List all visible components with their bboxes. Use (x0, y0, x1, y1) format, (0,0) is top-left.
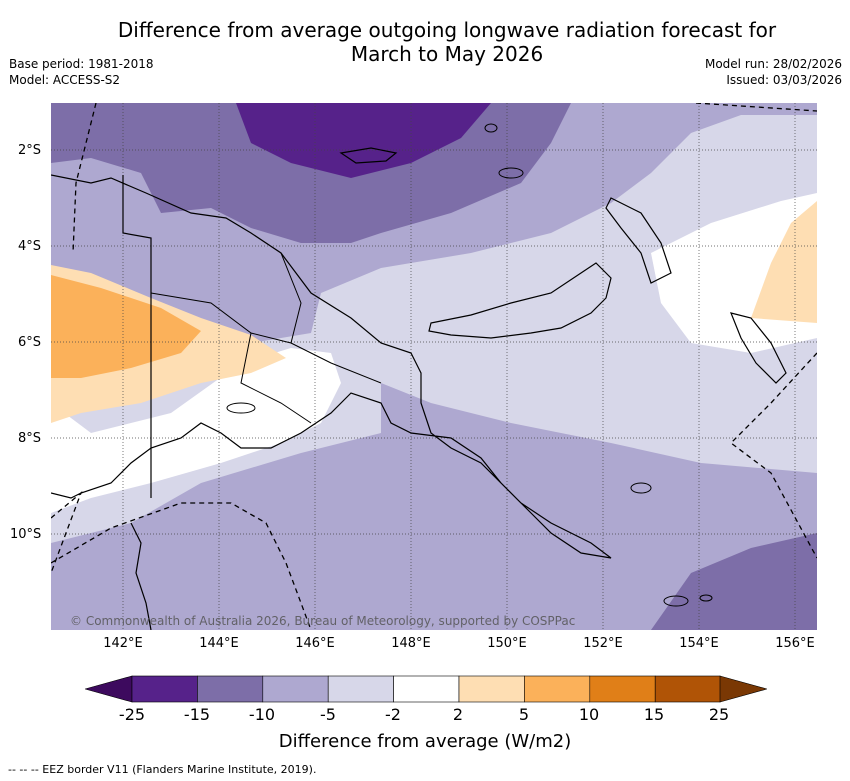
colorbar-swatch-above (719, 675, 767, 703)
anomaly-band-neutral-west (51, 348, 341, 513)
colorbar-swatch-below (85, 675, 133, 703)
lat-label-6s: 6°S (18, 335, 42, 350)
lat-label-10s: 10°S (10, 527, 42, 542)
lon-label-142e: 142°E (103, 636, 143, 651)
map-canvas (51, 103, 817, 630)
title-line-1: Difference from average outgoing longwav… (117, 18, 777, 42)
lon-label-154e: 154°E (679, 636, 719, 651)
province-borders (150, 252, 382, 424)
meta-left: Base period: 1981-2018 Model: ACCESS-S2 (9, 56, 154, 88)
lon-label-156e: 156°E (775, 636, 815, 651)
lon-label-150e: 150°E (487, 636, 527, 651)
colorbar-tick: -5 (320, 705, 336, 724)
colorbar-tick: -15 (183, 705, 211, 724)
colorbar-swatch (589, 675, 656, 703)
bougainville-coastline (730, 312, 787, 384)
colorbar-tick: 2 (452, 705, 464, 724)
colorbar-swatch (131, 675, 198, 703)
eez-borders (51, 103, 817, 630)
lon-label-144e: 144°E (199, 636, 239, 651)
anomaly-band-positive-west (51, 275, 201, 378)
colorbar-swatch (458, 675, 525, 703)
title-line-2: March to May 2026 (350, 42, 544, 66)
colorbar-tick: 10 (578, 705, 600, 724)
anomaly-band-positive-east (751, 201, 817, 323)
mainland-coastline (51, 174, 612, 559)
australia-coastline (130, 522, 152, 630)
new-ireland-coastline (605, 197, 672, 284)
colorbar-swatch (327, 675, 394, 703)
colorbar-tick: 5 (518, 705, 530, 724)
map-panel (51, 103, 817, 630)
colorbar-swatch (393, 675, 460, 703)
small-islands (226, 123, 713, 607)
lon-label-152e: 152°E (583, 636, 623, 651)
colorbar-tick: 15 (643, 705, 665, 724)
model-name: Model: ACCESS-S2 (9, 73, 121, 87)
colorbar-swatch (524, 675, 591, 703)
anomaly-band-medium-south (51, 383, 817, 630)
colorbar-tick: -25 (118, 705, 146, 724)
lat-label-8s: 8°S (18, 431, 42, 446)
lon-label-148e: 148°E (391, 636, 431, 651)
colorbar-swatch (654, 675, 721, 703)
eez-footnote: -- -- -- EEZ border V11 (Flanders Marine… (8, 763, 317, 776)
colorbar-tick: -2 (385, 705, 401, 724)
manus-island (339, 147, 398, 164)
colorbar-swatch (262, 675, 329, 703)
colorbar (85, 675, 767, 703)
new-britain-coastline (428, 262, 612, 339)
lon-label-146e: 146°E (295, 636, 335, 651)
anomaly-band-deepest (236, 103, 491, 178)
copyright-text: © Commonwealth of Australia 2026, Bureau… (70, 614, 576, 628)
meta-right: Model run: 28/02/2026 Issued: 03/03/2026 (705, 56, 842, 88)
lat-label-2s: 2°S (18, 143, 42, 158)
base-period: Base period: 1981-2018 (9, 57, 154, 71)
model-run: Model run: 28/02/2026 (704, 57, 842, 71)
anomaly-band-dark-southeast (651, 533, 817, 630)
colorbar-tick: -10 (248, 705, 276, 724)
issued-date: Issued: 03/03/2026 (726, 73, 842, 87)
lat-label-4s: 4°S (18, 239, 42, 254)
colorbar-swatch (197, 675, 264, 703)
colorbar-tick: 25 (708, 705, 730, 724)
map-title: Difference from average outgoing longwav… (0, 18, 850, 66)
colorbar-title: Difference from average (W/m2) (278, 731, 572, 752)
